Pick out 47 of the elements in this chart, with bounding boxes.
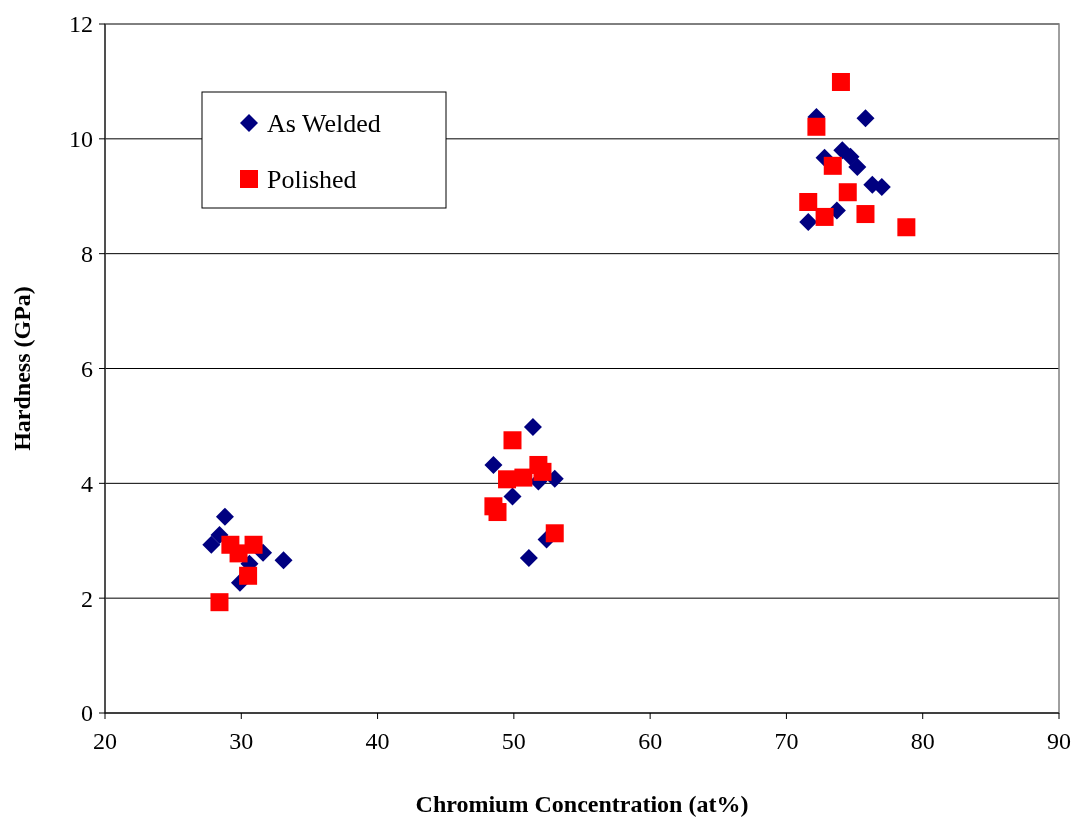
point xyxy=(503,487,522,506)
point xyxy=(215,507,234,526)
y-tick-label: 12 xyxy=(69,11,93,38)
y-tick-label: 0 xyxy=(81,700,93,727)
y-tick-label: 8 xyxy=(81,241,93,268)
point xyxy=(799,192,818,211)
point xyxy=(484,455,503,474)
x-tick-label: 50 xyxy=(501,728,526,754)
point xyxy=(799,213,818,232)
legend-label: Polished xyxy=(267,165,357,195)
legend-label: As Welded xyxy=(267,109,381,139)
point xyxy=(841,147,860,166)
point xyxy=(545,524,564,543)
y-axis-title: Hardness (GPa) xyxy=(9,286,35,451)
point xyxy=(807,117,826,136)
point xyxy=(856,205,875,224)
point xyxy=(815,207,834,226)
point xyxy=(838,183,857,202)
point xyxy=(831,72,850,91)
point xyxy=(514,468,533,487)
point xyxy=(274,551,293,570)
x-tick-label: 30 xyxy=(229,728,254,754)
point xyxy=(488,503,507,522)
point xyxy=(229,544,248,563)
point xyxy=(523,418,542,437)
point xyxy=(210,593,229,612)
point xyxy=(202,535,221,554)
x-tick-label: 80 xyxy=(910,728,935,754)
point xyxy=(856,109,875,128)
y-tick-label: 6 xyxy=(81,355,93,382)
x-tick-label: 90 xyxy=(1047,728,1071,754)
y-tick-label: 2 xyxy=(81,585,93,612)
y-tick-label: 4 xyxy=(81,470,93,497)
point xyxy=(239,566,258,585)
point xyxy=(503,431,522,450)
x-axis-title: Chromium Concentration (at%) xyxy=(415,791,749,817)
x-tick-label: 20 xyxy=(93,728,117,754)
point xyxy=(533,462,552,481)
y-tick-label: 10 xyxy=(69,126,93,153)
x-tick-label: 70 xyxy=(774,728,799,754)
point xyxy=(897,218,916,237)
x-tick-label: 60 xyxy=(638,728,663,754)
point xyxy=(519,548,538,567)
point xyxy=(244,535,263,554)
x-tick-label: 40 xyxy=(365,728,390,754)
point xyxy=(848,157,867,176)
point xyxy=(823,156,842,175)
